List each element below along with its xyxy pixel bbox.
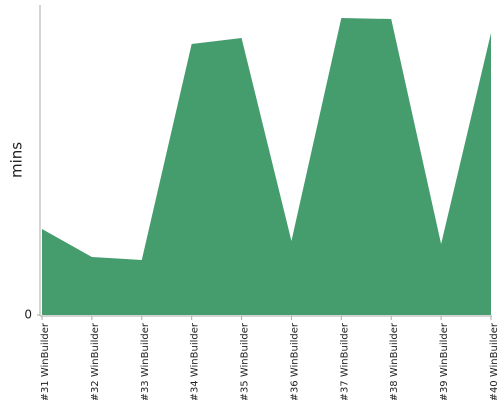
x-tick-label: #38 WinBuilder bbox=[389, 322, 400, 400]
x-tick-label: #40 WinBuilder bbox=[489, 322, 500, 400]
x-tick-label: #35 WinBuilder bbox=[240, 322, 251, 400]
x-tick-label: #37 WinBuilder bbox=[339, 322, 350, 400]
y-tick-label: 0 bbox=[24, 308, 32, 322]
x-tick-label: #34 WinBuilder bbox=[190, 322, 201, 400]
x-tick-label: #33 WinBuilder bbox=[140, 322, 151, 400]
x-tick-label: #31 WinBuilder bbox=[40, 322, 51, 400]
area bbox=[42, 18, 491, 315]
x-tick-label: #32 WinBuilder bbox=[90, 322, 101, 400]
x-tick-label: #39 WinBuilder bbox=[439, 322, 450, 400]
x-tick-label: #36 WinBuilder bbox=[289, 322, 300, 400]
y-axis-label: mins bbox=[8, 142, 26, 178]
